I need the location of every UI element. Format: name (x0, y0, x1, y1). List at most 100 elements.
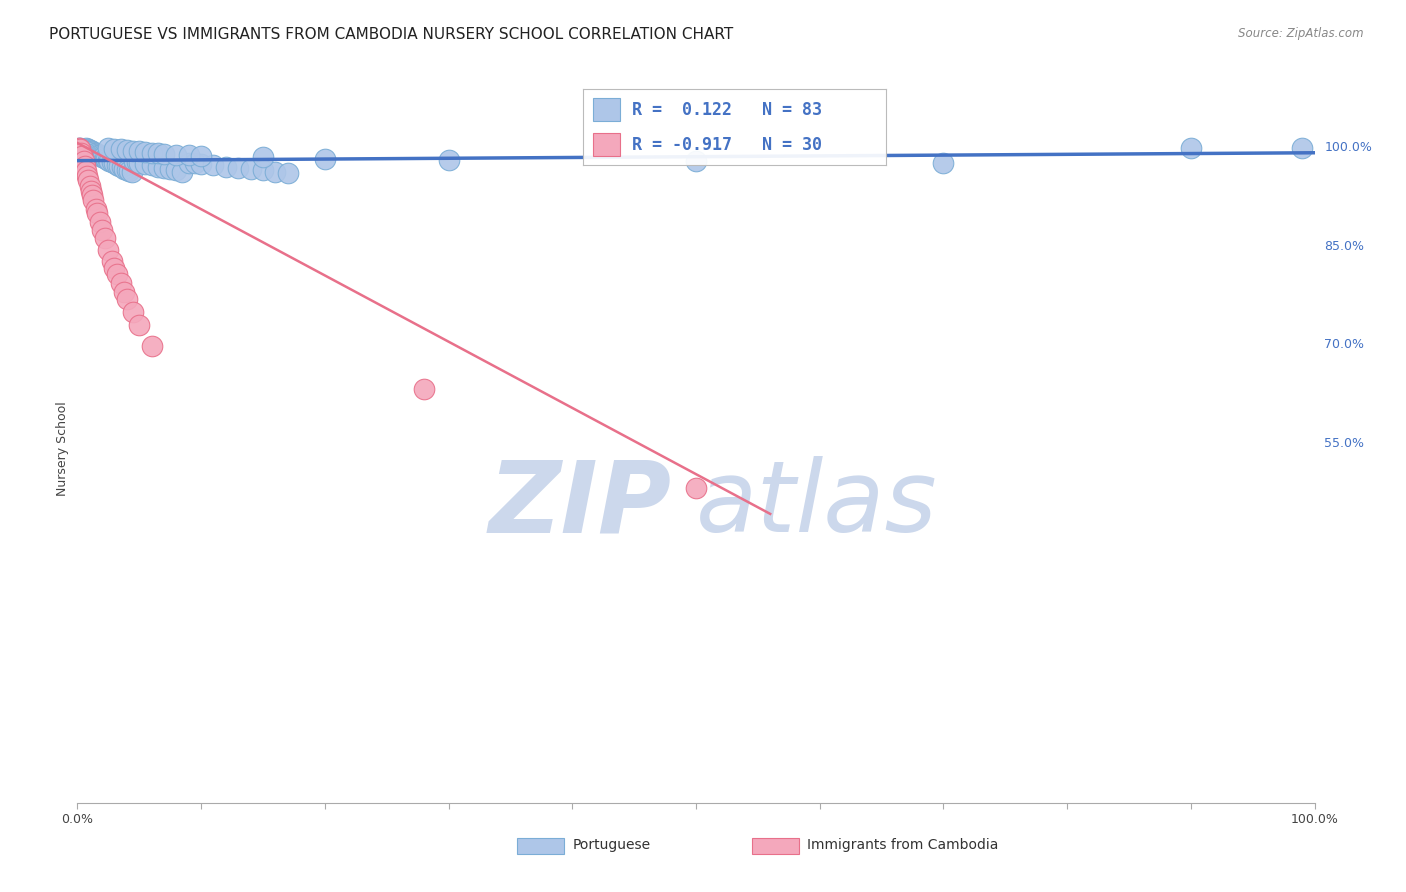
Point (1291, 141, 1313, 155)
Point (91, 150, 114, 164)
Bar (592, 133, 620, 156)
Point (128, 155, 150, 169)
Point (134, 157, 156, 171)
Point (70, 145, 93, 160)
Point (110, 143, 132, 157)
Point (932, 155, 955, 169)
Point (77, 143, 100, 157)
Point (122, 144, 145, 158)
Point (177, 148, 200, 162)
Point (98, 153, 121, 168)
Point (115, 292, 138, 306)
Point (103, 156, 125, 170)
Point (112, 285, 135, 299)
Point (111, 160, 134, 174)
Point (73, 159, 96, 173)
Point (121, 165, 143, 179)
Point (97, 141, 120, 155)
FancyBboxPatch shape (516, 838, 564, 854)
Point (91, 223, 114, 237)
FancyBboxPatch shape (752, 838, 799, 854)
Point (146, 160, 169, 174)
Point (153, 161, 176, 175)
Point (72, 143, 94, 157)
Point (165, 147, 187, 161)
Text: R =  0.122   N = 83: R = 0.122 N = 83 (631, 101, 823, 119)
Point (80, 144, 103, 158)
Point (76, 145, 98, 160)
Point (97, 153, 120, 167)
Point (89, 148, 111, 162)
Point (69, 143, 91, 157)
Point (79, 178, 101, 193)
Text: PORTUGUESE VS IMMIGRANTS FROM CAMBODIA NURSERY SCHOOL CORRELATION CHART: PORTUGUESE VS IMMIGRANTS FROM CAMBODIA N… (49, 27, 734, 42)
Point (72, 145, 94, 160)
Point (153, 147, 176, 161)
Point (76, 142, 98, 156)
Point (685, 481, 707, 495)
Point (93, 151, 115, 165)
Point (252, 150, 274, 164)
Point (67, 140, 90, 154)
Point (86, 147, 108, 161)
Point (73, 153, 96, 168)
Point (128, 318, 150, 332)
Point (82, 193, 104, 207)
Point (82, 145, 104, 159)
Text: Source: ZipAtlas.com: Source: ZipAtlas.com (1239, 27, 1364, 40)
Point (141, 145, 163, 160)
Text: Portuguese: Portuguese (572, 838, 651, 853)
Point (226, 161, 249, 175)
Point (77, 173, 100, 187)
Point (83, 145, 105, 160)
Point (101, 254, 124, 268)
Point (252, 163, 274, 178)
Point (110, 276, 132, 290)
Point (80, 184, 103, 198)
Point (264, 165, 287, 179)
Point (89, 215, 111, 229)
Point (82, 145, 104, 160)
Point (90, 149, 112, 163)
Point (93, 231, 115, 245)
Point (72, 153, 94, 167)
Text: ZIP: ZIP (488, 457, 671, 553)
Point (72, 153, 94, 168)
Point (103, 260, 125, 275)
Point (115, 143, 138, 157)
Point (94, 152, 117, 166)
Point (72, 149, 94, 163)
Point (141, 158, 163, 172)
Point (75, 141, 97, 155)
Point (134, 145, 156, 160)
Point (1180, 140, 1202, 154)
Text: Immigrants from Cambodia: Immigrants from Cambodia (807, 838, 998, 853)
Point (177, 155, 200, 169)
Point (70, 142, 93, 156)
Point (82, 188, 104, 202)
Point (76, 169, 98, 183)
Text: R = -0.917   N = 30: R = -0.917 N = 30 (631, 136, 823, 153)
Point (108, 159, 131, 173)
Point (112, 161, 135, 176)
Point (67, 140, 90, 154)
Point (75, 164, 97, 178)
Point (70, 145, 93, 160)
Point (91, 150, 114, 164)
Point (172, 165, 194, 179)
Bar (592, 98, 620, 121)
Point (79, 146, 101, 161)
Point (159, 162, 181, 177)
Point (277, 166, 299, 180)
Point (202, 158, 225, 172)
Point (184, 156, 207, 170)
Point (73, 144, 96, 158)
Point (239, 162, 262, 177)
Point (69, 141, 91, 155)
Point (97, 243, 120, 257)
Y-axis label: Nursery School: Nursery School (56, 401, 69, 496)
Point (69, 144, 91, 158)
Point (122, 153, 145, 168)
Point (84, 202, 107, 216)
Point (105, 158, 128, 172)
